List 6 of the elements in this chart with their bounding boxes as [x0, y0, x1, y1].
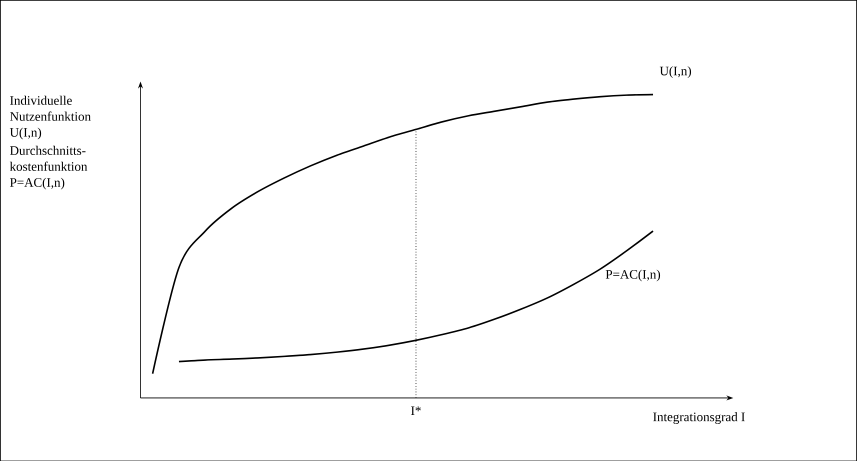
y-axis-title: Individuelle Nutzenfunktion U(I,n): [10, 96, 91, 140]
text: Durchschnitts-kostenfunktion P=AC(I,n): [10, 146, 88, 190]
text: I*: [411, 406, 421, 415]
series-label: P=AC(I,n): [606, 269, 660, 282]
series-label: U(I,n): [660, 66, 692, 78]
x-axis-title: Integrationsgrad I: [653, 412, 745, 424]
